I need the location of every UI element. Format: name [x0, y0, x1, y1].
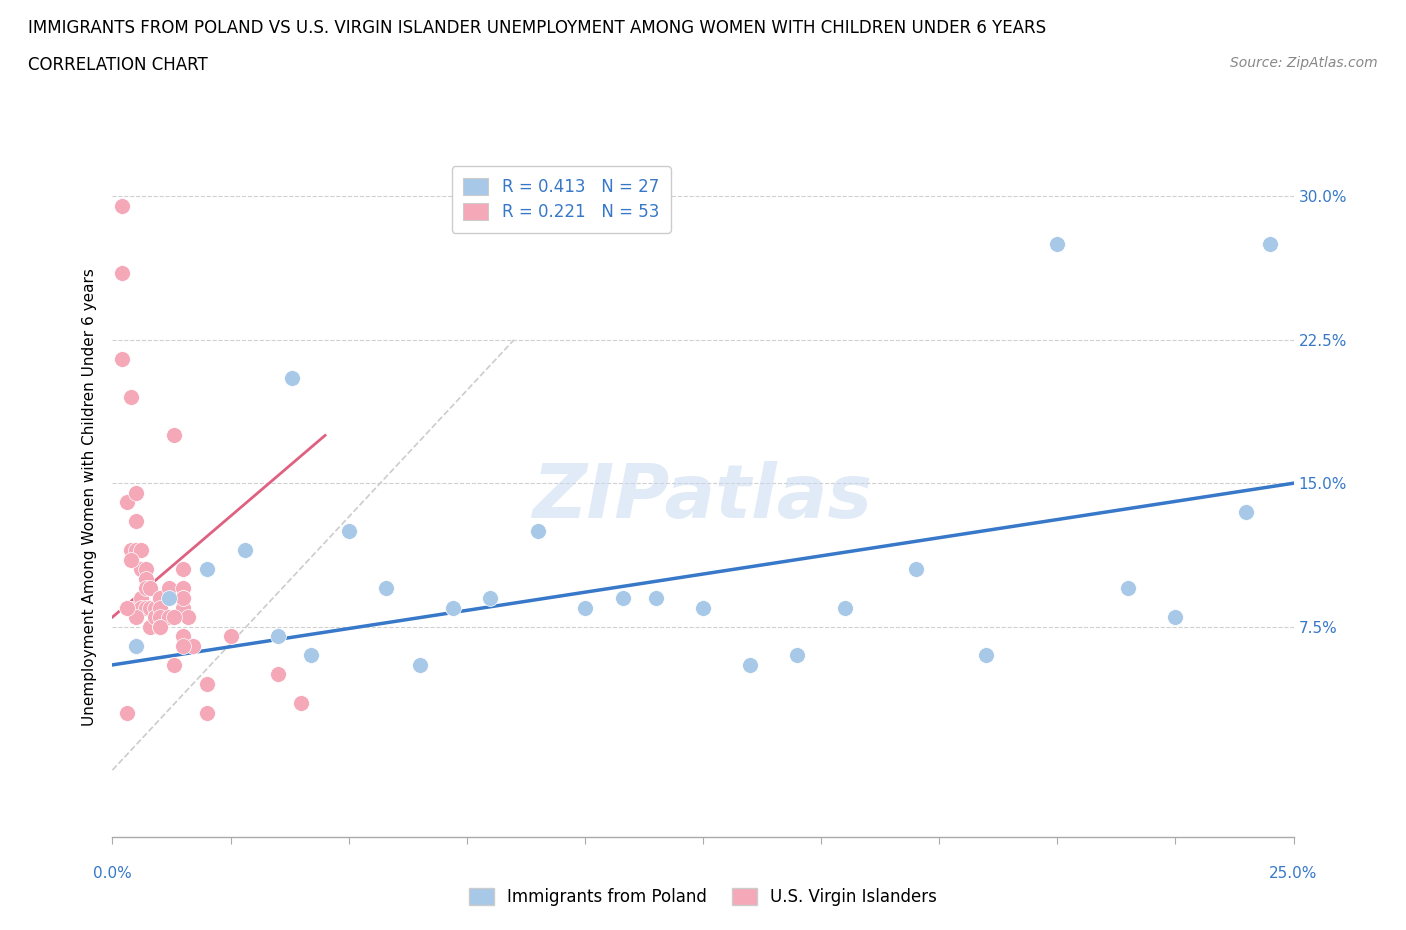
Point	[120, 390, 142, 405]
Point	[375, 581, 398, 596]
Point	[111, 352, 134, 366]
Point	[441, 600, 464, 615]
Point	[111, 198, 134, 213]
Point	[172, 581, 194, 596]
Point	[129, 562, 152, 577]
Point	[172, 591, 194, 605]
Point	[129, 543, 152, 558]
Point	[115, 705, 138, 720]
Point	[574, 600, 596, 615]
Point	[139, 619, 162, 634]
Point	[281, 370, 304, 385]
Point	[135, 600, 157, 615]
Point	[172, 600, 194, 615]
Point	[612, 591, 634, 605]
Point	[172, 629, 194, 644]
Point	[1258, 237, 1281, 252]
Point	[120, 552, 142, 567]
Point	[163, 428, 186, 443]
Point	[976, 648, 998, 663]
Point	[644, 591, 666, 605]
Point	[479, 591, 502, 605]
Point	[129, 600, 152, 615]
Point	[219, 629, 242, 644]
Point	[143, 610, 166, 625]
Point	[177, 610, 200, 625]
Point	[149, 591, 172, 605]
Point	[149, 619, 172, 634]
Point	[149, 600, 172, 615]
Point	[149, 610, 172, 625]
Point	[904, 562, 927, 577]
Point	[143, 600, 166, 615]
Point	[125, 514, 148, 529]
Point	[157, 581, 180, 596]
Point	[115, 600, 138, 615]
Legend: R = 0.413   N = 27, R = 0.221   N = 53: R = 0.413 N = 27, R = 0.221 N = 53	[451, 166, 671, 232]
Point	[120, 543, 142, 558]
Point	[125, 600, 148, 615]
Point	[299, 648, 322, 663]
Text: CORRELATION CHART: CORRELATION CHART	[28, 56, 208, 73]
Point	[139, 581, 162, 596]
Text: Source: ZipAtlas.com: Source: ZipAtlas.com	[1230, 56, 1378, 70]
Point	[834, 600, 856, 615]
Text: 25.0%: 25.0%	[1270, 866, 1317, 881]
Point	[157, 591, 180, 605]
Text: 0.0%: 0.0%	[93, 866, 132, 881]
Point	[195, 705, 218, 720]
Point	[163, 658, 186, 672]
Point	[172, 638, 194, 653]
Point	[135, 562, 157, 577]
Point	[135, 571, 157, 586]
Point	[786, 648, 808, 663]
Point	[149, 619, 172, 634]
Y-axis label: Unemployment Among Women with Children Under 6 years: Unemployment Among Women with Children U…	[82, 269, 97, 726]
Point	[337, 524, 360, 538]
Point	[125, 543, 148, 558]
Point	[139, 600, 162, 615]
Point	[267, 629, 290, 644]
Point	[526, 524, 548, 538]
Point	[115, 600, 138, 615]
Point	[135, 581, 157, 596]
Point	[1046, 237, 1069, 252]
Text: ZIPatlas: ZIPatlas	[533, 461, 873, 534]
Legend: Immigrants from Poland, U.S. Virgin Islanders: Immigrants from Poland, U.S. Virgin Isla…	[463, 881, 943, 912]
Point	[111, 265, 134, 280]
Point	[290, 696, 312, 711]
Point	[172, 562, 194, 577]
Point	[115, 495, 138, 510]
Point	[233, 543, 256, 558]
Point	[1234, 504, 1257, 519]
Point	[408, 658, 430, 672]
Point	[129, 591, 152, 605]
Point	[125, 638, 148, 653]
Text: IMMIGRANTS FROM POLAND VS U.S. VIRGIN ISLANDER UNEMPLOYMENT AMONG WOMEN WITH CHI: IMMIGRANTS FROM POLAND VS U.S. VIRGIN IS…	[28, 19, 1046, 36]
Point	[125, 485, 148, 500]
Point	[740, 658, 762, 672]
Point	[195, 562, 218, 577]
Point	[125, 610, 148, 625]
Point	[1164, 610, 1187, 625]
Point	[172, 591, 194, 605]
Point	[267, 667, 290, 682]
Point	[195, 676, 218, 691]
Point	[1116, 581, 1139, 596]
Point	[125, 638, 148, 653]
Point	[163, 610, 186, 625]
Point	[181, 638, 204, 653]
Point	[157, 610, 180, 625]
Point	[692, 600, 714, 615]
